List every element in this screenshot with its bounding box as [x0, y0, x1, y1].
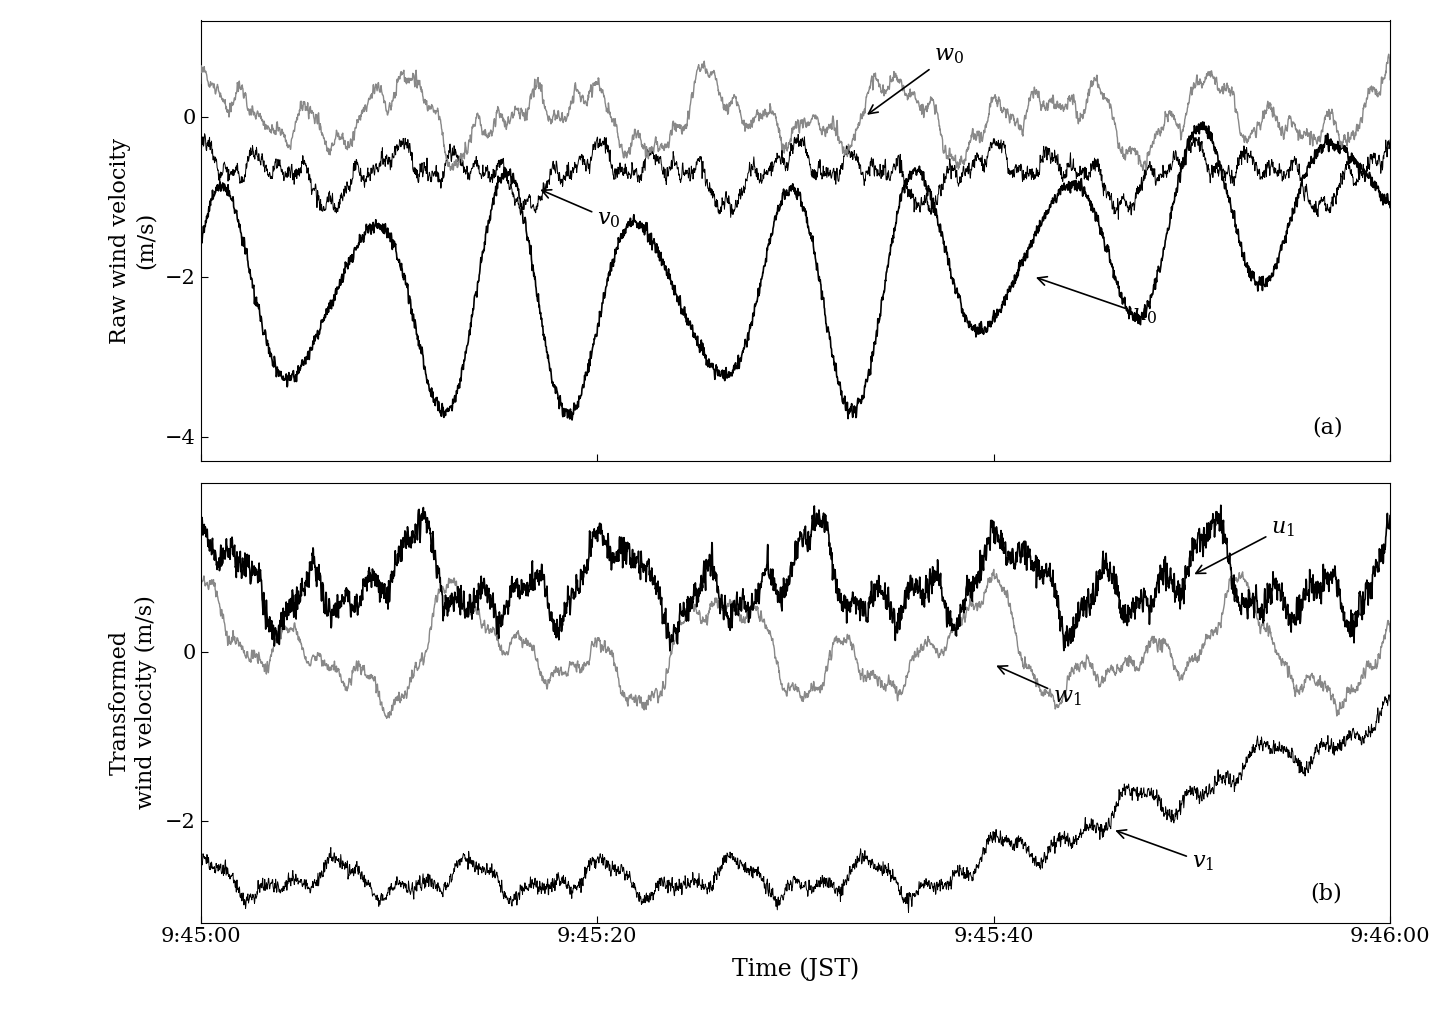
Text: $v_0$: $v_0$	[542, 190, 620, 230]
Y-axis label: Raw wind velocity
(m/s): Raw wind velocity (m/s)	[109, 137, 156, 343]
Text: $w_0$: $w_0$	[868, 44, 964, 114]
Y-axis label: Transformed
wind velocity (m/s): Transformed wind velocity (m/s)	[109, 596, 156, 810]
Text: $u_1$: $u_1$	[1197, 517, 1295, 573]
Text: (a): (a)	[1311, 416, 1343, 439]
Text: $v_1$: $v_1$	[1116, 830, 1214, 873]
Text: $w_1$: $w_1$	[997, 666, 1082, 708]
Text: $u_0$: $u_0$	[1037, 277, 1158, 326]
X-axis label: Time (JST): Time (JST)	[732, 957, 858, 981]
Text: (b): (b)	[1311, 883, 1343, 905]
